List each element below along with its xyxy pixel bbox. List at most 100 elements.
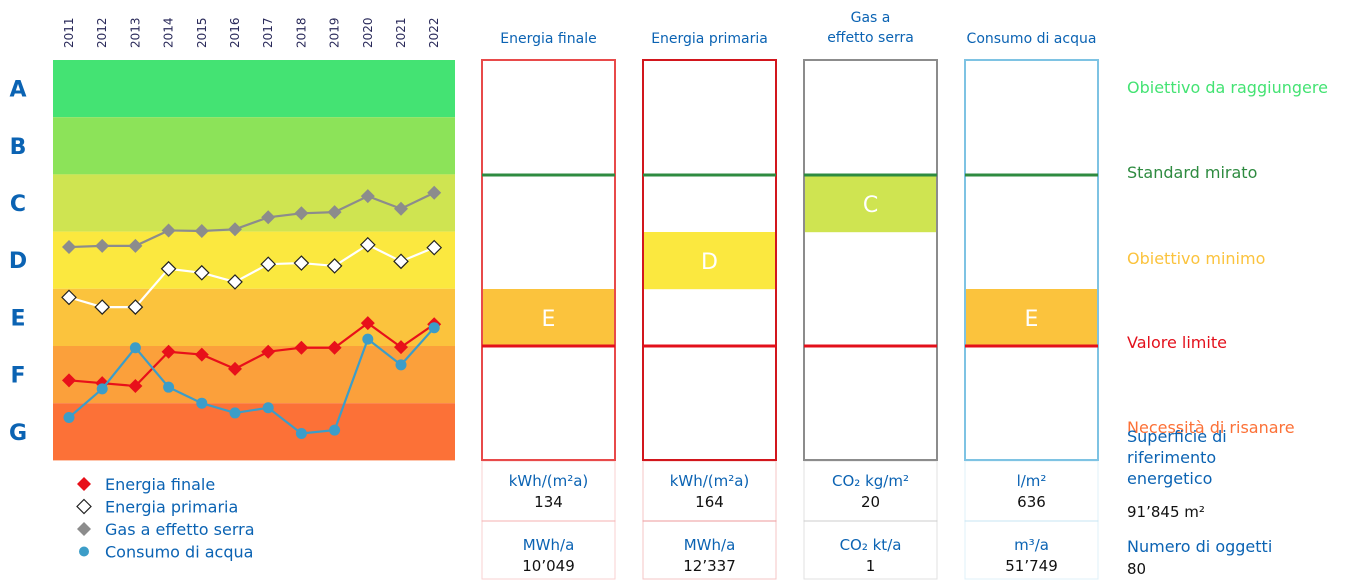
- legend-item: Gas a effetto serra: [77, 520, 255, 539]
- data-point: [129, 342, 141, 354]
- class-label-c: C: [10, 192, 26, 217]
- data-point: [127, 299, 144, 315]
- legend-marker: [76, 498, 92, 515]
- class-label-e: E: [10, 306, 25, 331]
- value-cell: [964, 520, 1099, 580]
- data-point: [193, 264, 210, 281]
- data-point: [394, 201, 408, 216]
- indicator-frame: [481, 59, 616, 461]
- data-point: [227, 274, 243, 290]
- data-point: [360, 189, 375, 204]
- data-point: [362, 333, 374, 345]
- value-cell: [481, 460, 616, 522]
- rating-letter: E: [542, 307, 556, 332]
- chart-legend: Energia finale Energia primaria Gas a effe…: [76, 475, 255, 562]
- rating-box: [966, 289, 1097, 347]
- value-cell: [803, 520, 938, 580]
- indicator-title: Energia finale: [500, 31, 596, 47]
- legend-marker: [77, 477, 91, 491]
- data-point: [161, 344, 176, 359]
- data-point: [393, 253, 409, 270]
- data-point: [194, 224, 209, 239]
- unit-total: MWh/a: [523, 536, 575, 554]
- summary: Superficie di riferimento energetico 91’845…: [1127, 427, 1272, 578]
- value-specific: 164: [695, 493, 724, 511]
- threshold-label: Obiettivo da raggiungere: [1127, 78, 1328, 97]
- indicator-gas-a-effetto-serra: Gas a effetto serra C CO₂ kg/m² 20 CO₂ kt/a 1: [803, 10, 938, 580]
- data-point: [327, 340, 342, 355]
- data-point: [262, 402, 274, 414]
- legend-item: Energia primaria: [76, 498, 238, 517]
- value-total: 1: [866, 557, 876, 575]
- class-chart: A B C D E F G 2011 2012 2013 2014 2015 2016 2017 2018 2…: [9, 17, 455, 461]
- value-specific: 20: [861, 493, 880, 511]
- data-point: [294, 206, 309, 221]
- data-point: [395, 359, 407, 371]
- unit-specific: l/m²: [1017, 472, 1047, 490]
- year-label-2016: 2016: [228, 17, 242, 48]
- class-band-d: [53, 231, 455, 289]
- legend-item: Energia finale: [77, 475, 215, 494]
- indicator-consumo-di-acqua: Consumo di acqua El/m² 636 m³/a 51’749: [964, 31, 1099, 580]
- data-point: [428, 322, 440, 334]
- unit-specific: kWh/(m²a): [670, 472, 750, 490]
- rating-box: [805, 175, 936, 233]
- data-point: [94, 299, 111, 315]
- data-point: [194, 347, 209, 362]
- data-point: [161, 223, 176, 238]
- data-point: [229, 407, 241, 419]
- year-label-2021: 2021: [394, 17, 408, 48]
- series-consumo-di-acqua: [63, 322, 440, 440]
- data-point: [293, 255, 310, 271]
- year-label-2014: 2014: [162, 17, 176, 48]
- threshold-label: Standard mirato: [1127, 163, 1257, 182]
- data-point: [294, 340, 309, 355]
- year-label-2019: 2019: [328, 17, 342, 48]
- data-point: [326, 258, 343, 274]
- series-line: [68, 326, 436, 435]
- year-label-2018: 2018: [294, 17, 308, 48]
- class-label-a: A: [9, 78, 26, 103]
- rating-letter: E: [1025, 307, 1039, 332]
- series-energia-finale: [62, 316, 442, 394]
- value-total: 51’749: [1005, 557, 1058, 575]
- data-point: [163, 381, 175, 393]
- value-total: 12’337: [683, 557, 736, 575]
- year-label-2020: 2020: [361, 17, 375, 48]
- legend-label: Consumo di acqua: [105, 543, 253, 562]
- unit-total: CO₂ kt/a: [840, 536, 902, 554]
- data-point: [61, 289, 77, 306]
- data-point: [128, 238, 143, 253]
- unit-specific: kWh/(m²a): [509, 472, 589, 490]
- year-label-2022: 2022: [427, 17, 441, 48]
- class-label-b: B: [10, 135, 27, 160]
- data-point: [128, 379, 143, 394]
- value-specific: 636: [1017, 493, 1046, 511]
- data-point: [62, 373, 76, 388]
- data-point: [228, 222, 242, 237]
- unit-specific: CO₂ kg/m²: [832, 472, 909, 490]
- data-point: [95, 238, 110, 253]
- unit-total: MWh/a: [684, 536, 736, 554]
- class-band-e: [53, 288, 455, 346]
- rating-letter: C: [863, 193, 878, 218]
- indicator-title: Consumo di acqua: [967, 31, 1097, 47]
- legend-label: Energia finale: [105, 475, 215, 494]
- data-point: [427, 185, 442, 200]
- data-point: [261, 344, 276, 359]
- object-count-value: 80: [1127, 560, 1146, 578]
- value-cell: [803, 460, 938, 522]
- class-band-b: [53, 117, 455, 175]
- data-point: [329, 424, 341, 436]
- class-label-g: G: [9, 421, 27, 446]
- class-band-g: [53, 403, 455, 461]
- data-point: [63, 412, 75, 423]
- threshold-label: Obiettivo minimo: [1127, 249, 1265, 268]
- value-cell: [642, 520, 777, 580]
- data-point: [228, 361, 242, 376]
- data-point: [394, 340, 408, 355]
- value-total: 10’049: [522, 557, 575, 575]
